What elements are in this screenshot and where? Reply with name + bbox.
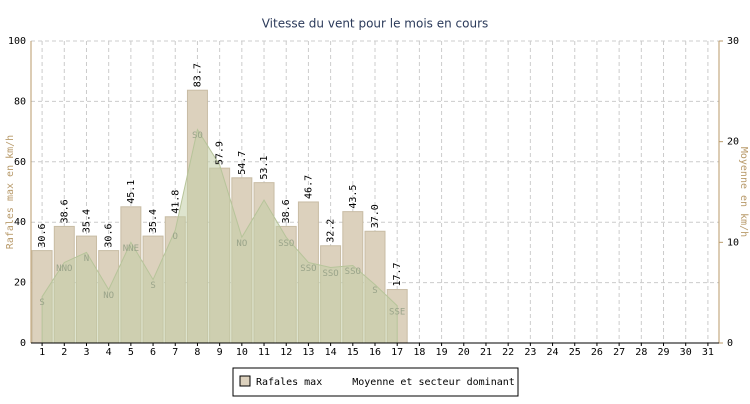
sector-label: SSE — [389, 307, 405, 317]
legend-label: Rafales max — [256, 377, 322, 388]
x-tick-label: 28 — [635, 347, 647, 358]
x-tick-label: 20 — [458, 347, 470, 358]
x-tick-label: 24 — [547, 347, 559, 358]
sector-label: SSO — [345, 267, 361, 277]
x-tick-label: 5 — [128, 347, 134, 358]
y2-axis-label: Moyenne en km/h — [738, 147, 749, 237]
value-label: 43.5 — [348, 185, 359, 209]
value-label: 53.1 — [259, 156, 270, 180]
value-label: 17.7 — [392, 262, 403, 286]
x-tick-label: 25 — [569, 347, 581, 358]
sector-label: S — [372, 286, 377, 296]
legend — [232, 367, 519, 397]
x-tick-label: 21 — [480, 347, 492, 358]
sector-label: NO — [236, 239, 247, 249]
y2-tick-label: 0 — [727, 338, 733, 349]
y-axis-label: Rafales max en km/h — [5, 135, 16, 249]
sector-label: SO — [192, 131, 203, 141]
sector-label: N — [84, 254, 89, 264]
value-label: 38.6 — [281, 199, 292, 223]
x-tick-label: 12 — [280, 347, 292, 358]
y-tick-label: 60 — [14, 157, 26, 168]
x-tick-label: 9 — [217, 347, 223, 358]
sector-label: S — [150, 281, 155, 291]
value-label: 32.2 — [326, 219, 337, 243]
x-tick-label: 7 — [172, 347, 178, 358]
x-tick-label: 4 — [106, 347, 112, 358]
sector-label: S — [39, 298, 44, 308]
sector-label: O — [173, 232, 178, 242]
value-label: 38.6 — [59, 199, 70, 223]
value-label: 35.4 — [81, 209, 92, 233]
sector-label: SSO — [278, 239, 294, 249]
x-tick-label: 16 — [369, 347, 381, 358]
value-label: 54.7 — [237, 151, 248, 175]
sector-label: NO — [103, 291, 114, 301]
x-tick-label: 31 — [702, 347, 714, 358]
x-tick-label: 13 — [302, 347, 314, 358]
y2-tick-label: 10 — [727, 237, 739, 248]
value-label: 83.7 — [192, 63, 203, 87]
y2-tick-label: 20 — [727, 137, 739, 148]
area — [41, 128, 398, 344]
y-tick-label: 20 — [14, 278, 26, 289]
x-tick-label: 30 — [680, 347, 692, 358]
value-label: 30.6 — [37, 223, 48, 247]
value-label: 30.6 — [104, 223, 115, 247]
x-tick-label: 27 — [613, 347, 625, 358]
x-tick-label: 22 — [502, 347, 514, 358]
sector-label: SSO — [322, 269, 338, 279]
x-tick-label: 26 — [591, 347, 603, 358]
sector-label: NNE — [123, 244, 139, 254]
value-label: 35.4 — [148, 209, 159, 233]
value-label: 45.1 — [126, 180, 137, 204]
x-tick-label: 18 — [413, 347, 425, 358]
value-label: 37.0 — [370, 204, 381, 228]
x-tick-label: 23 — [524, 347, 536, 358]
y-tick-label: 40 — [14, 217, 26, 228]
x-tick-label: 6 — [150, 347, 156, 358]
x-tick-label: 10 — [236, 347, 248, 358]
chart-title: Vitesse du vent pour le mois en cours — [262, 17, 489, 31]
y-tick-label: 80 — [14, 96, 26, 107]
y-tick-label: 0 — [20, 338, 26, 349]
x-tick-label: 19 — [436, 347, 448, 358]
sector-label: SSO — [300, 264, 316, 274]
x-tick-label: 14 — [325, 347, 337, 358]
x-tick-label: 29 — [657, 347, 669, 358]
x-tick-label: 2 — [61, 347, 67, 358]
value-label: 46.7 — [303, 175, 314, 199]
x-tick-label: 8 — [194, 347, 200, 358]
x-tick-label: 15 — [347, 347, 359, 358]
sector-label: NNO — [56, 264, 72, 274]
x-tick-label: 3 — [83, 347, 89, 358]
value-label: 41.8 — [170, 190, 181, 214]
value-label: 57.9 — [215, 141, 226, 165]
y2-tick-label: 30 — [727, 36, 739, 47]
x-tick-label: 11 — [258, 347, 270, 358]
y-tick-label: 100 — [8, 36, 26, 47]
x-tick-label: 17 — [391, 347, 403, 358]
x-tick-label: 1 — [39, 347, 45, 358]
legend-label: Moyenne et secteur dominant — [352, 377, 515, 388]
legend-swatch — [239, 375, 251, 387]
